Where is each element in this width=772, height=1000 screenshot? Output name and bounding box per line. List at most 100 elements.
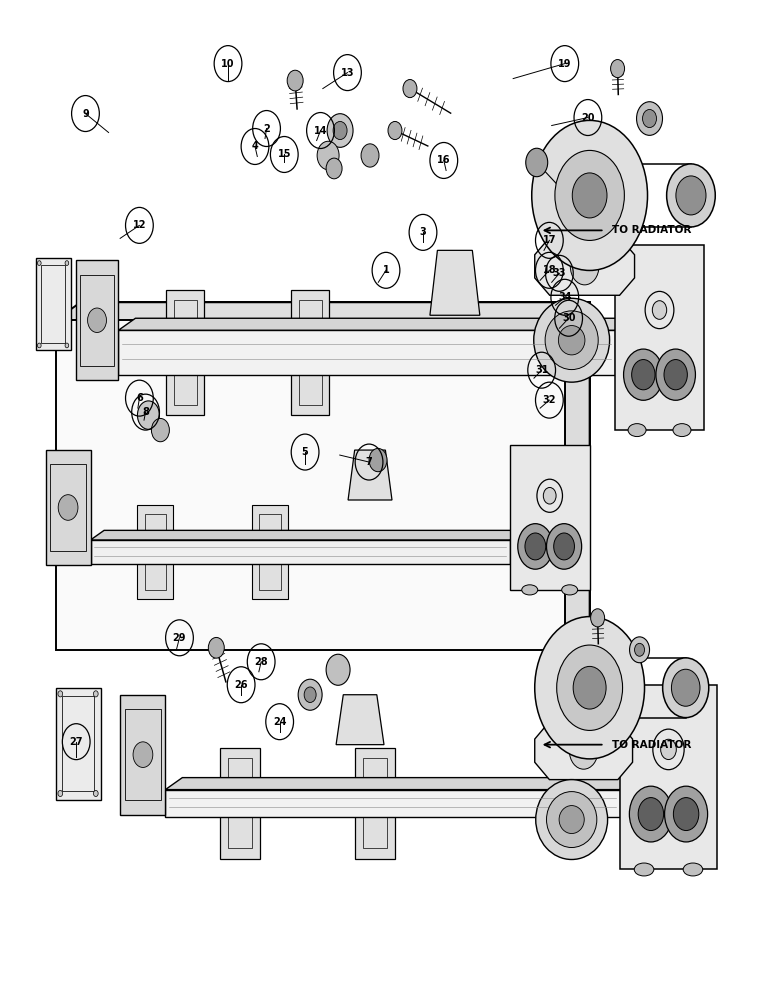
- Polygon shape: [46, 450, 90, 565]
- Circle shape: [611, 60, 625, 78]
- Circle shape: [572, 173, 607, 218]
- Circle shape: [65, 261, 69, 265]
- Circle shape: [591, 609, 604, 627]
- Ellipse shape: [628, 424, 646, 437]
- Ellipse shape: [522, 585, 538, 595]
- Circle shape: [652, 301, 667, 319]
- Text: 34: 34: [558, 292, 571, 302]
- Circle shape: [403, 80, 417, 98]
- Circle shape: [208, 637, 225, 658]
- Circle shape: [543, 487, 556, 504]
- Circle shape: [151, 418, 169, 442]
- Text: 9: 9: [82, 109, 89, 119]
- Circle shape: [388, 121, 402, 140]
- Polygon shape: [165, 778, 637, 790]
- Polygon shape: [291, 290, 329, 415]
- Text: 31: 31: [535, 365, 548, 375]
- Text: 26: 26: [235, 680, 248, 690]
- Circle shape: [569, 732, 598, 769]
- Circle shape: [369, 448, 387, 472]
- Circle shape: [333, 121, 347, 140]
- Text: 24: 24: [273, 717, 286, 727]
- Text: 28: 28: [254, 657, 268, 667]
- Text: 15: 15: [277, 149, 291, 159]
- Circle shape: [629, 637, 649, 663]
- Polygon shape: [615, 245, 704, 430]
- Text: 6: 6: [136, 393, 143, 403]
- Circle shape: [662, 658, 709, 718]
- Ellipse shape: [673, 424, 691, 437]
- Circle shape: [326, 654, 350, 685]
- Circle shape: [361, 144, 379, 167]
- Text: 14: 14: [313, 126, 327, 136]
- Ellipse shape: [545, 311, 598, 370]
- Text: 29: 29: [173, 633, 186, 643]
- Circle shape: [93, 790, 98, 797]
- Circle shape: [535, 617, 645, 759]
- Text: 10: 10: [222, 59, 235, 69]
- Text: 30: 30: [562, 313, 575, 323]
- Circle shape: [642, 109, 656, 128]
- Polygon shape: [76, 260, 118, 380]
- Text: 5: 5: [302, 447, 309, 457]
- Circle shape: [631, 360, 655, 390]
- Polygon shape: [56, 320, 564, 650]
- Text: 4: 4: [252, 141, 259, 151]
- Polygon shape: [120, 695, 165, 815]
- Circle shape: [87, 308, 107, 332]
- Text: 32: 32: [543, 395, 556, 405]
- Ellipse shape: [547, 792, 597, 848]
- Polygon shape: [137, 505, 174, 599]
- Circle shape: [317, 141, 339, 170]
- Circle shape: [93, 691, 98, 697]
- Polygon shape: [80, 302, 590, 632]
- Text: 19: 19: [558, 59, 571, 69]
- Circle shape: [665, 786, 708, 842]
- Circle shape: [656, 349, 696, 400]
- Text: 33: 33: [553, 268, 566, 278]
- Circle shape: [526, 148, 547, 177]
- Circle shape: [304, 687, 316, 702]
- Circle shape: [58, 790, 63, 797]
- Polygon shape: [90, 540, 510, 564]
- Text: 1: 1: [383, 265, 389, 275]
- Text: 20: 20: [581, 113, 594, 123]
- Polygon shape: [510, 445, 590, 590]
- Circle shape: [571, 248, 599, 285]
- Text: TO RADIATOR: TO RADIATOR: [611, 225, 691, 235]
- Circle shape: [525, 533, 546, 560]
- Circle shape: [638, 798, 664, 831]
- Ellipse shape: [683, 863, 703, 876]
- Polygon shape: [167, 290, 205, 415]
- Circle shape: [287, 70, 303, 91]
- Polygon shape: [535, 237, 635, 295]
- Circle shape: [133, 742, 153, 767]
- Circle shape: [635, 643, 645, 656]
- Ellipse shape: [533, 298, 610, 382]
- Polygon shape: [355, 748, 395, 859]
- Circle shape: [629, 786, 672, 842]
- Circle shape: [554, 533, 574, 560]
- Circle shape: [518, 524, 553, 569]
- Circle shape: [547, 524, 581, 569]
- Text: 13: 13: [340, 68, 354, 78]
- Circle shape: [664, 360, 687, 390]
- Circle shape: [298, 679, 322, 710]
- Ellipse shape: [558, 326, 585, 355]
- Circle shape: [327, 114, 353, 147]
- Polygon shape: [118, 318, 631, 330]
- Text: 3: 3: [420, 227, 426, 237]
- Circle shape: [672, 669, 700, 706]
- Ellipse shape: [562, 585, 577, 595]
- Polygon shape: [165, 790, 620, 817]
- Circle shape: [673, 798, 699, 831]
- Polygon shape: [430, 250, 480, 315]
- Text: TO RADIATOR: TO RADIATOR: [611, 740, 691, 750]
- Text: 18: 18: [543, 265, 556, 275]
- Circle shape: [532, 120, 648, 270]
- Text: 17: 17: [543, 235, 556, 245]
- Circle shape: [58, 691, 63, 697]
- Circle shape: [38, 343, 41, 348]
- Polygon shape: [535, 722, 632, 780]
- Polygon shape: [220, 748, 260, 859]
